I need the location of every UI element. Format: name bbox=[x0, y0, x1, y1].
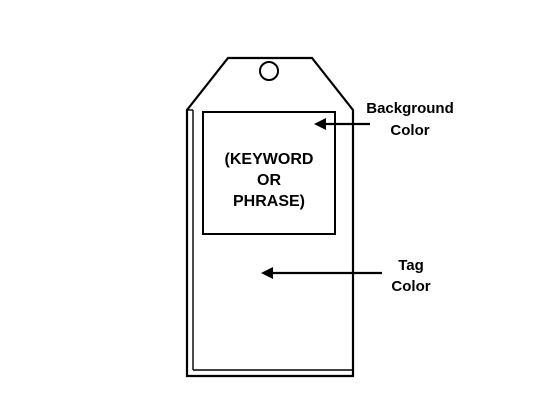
keyword-line-2: OR bbox=[257, 172, 281, 189]
tag-color-label-line-1: Tag bbox=[398, 257, 424, 274]
background-arrowhead bbox=[314, 118, 326, 130]
background-color-label-line-2: Color bbox=[390, 122, 429, 139]
background-box bbox=[202, 111, 336, 235]
keyword-line-3: PHRASE) bbox=[233, 193, 305, 210]
tag-arrowhead bbox=[261, 267, 273, 279]
tag-color-label-line-2: Color bbox=[391, 278, 430, 295]
background-color-label-line-1: Background bbox=[366, 100, 454, 117]
keyword-line-1: (KEYWORD bbox=[225, 151, 314, 168]
eyelet-hole bbox=[259, 61, 279, 81]
